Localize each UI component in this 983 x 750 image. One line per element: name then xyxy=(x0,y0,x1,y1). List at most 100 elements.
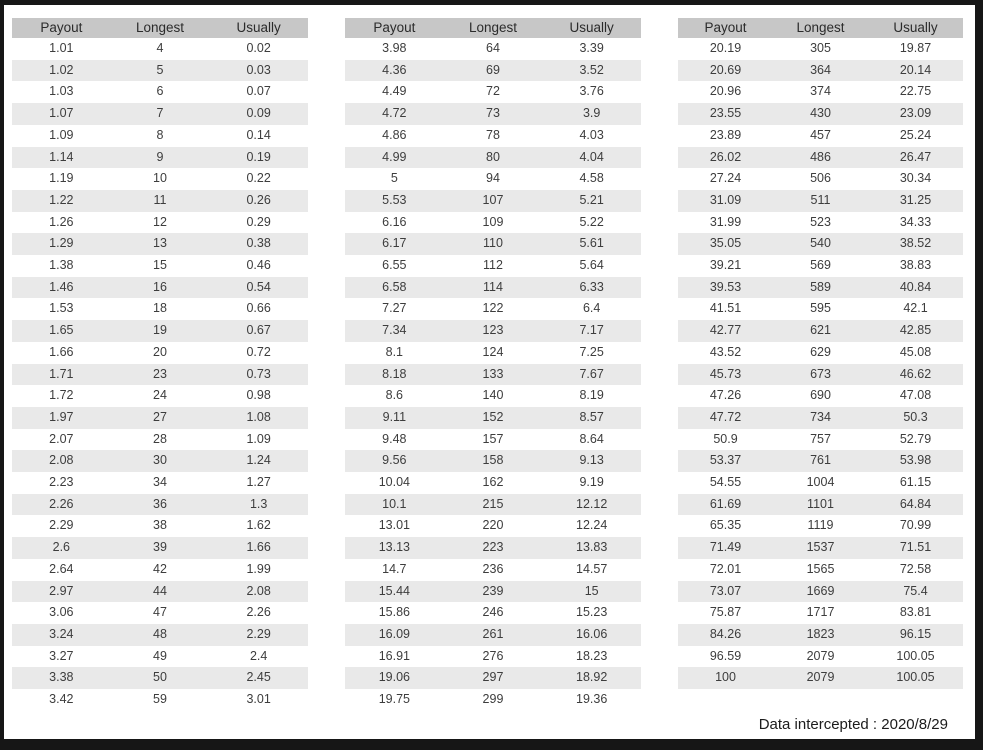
table-cell: 31.99 xyxy=(709,214,742,229)
table-cell: 31.25 xyxy=(868,189,963,212)
table-cell: 35.05 xyxy=(678,233,773,256)
table-cell: 690 xyxy=(810,388,831,403)
table-cell: 5.21 xyxy=(542,189,641,212)
table-cell: 100 xyxy=(678,667,773,690)
table-cell: 16.91 xyxy=(378,648,410,663)
table-row: 1.72 24 0.98 xyxy=(12,385,308,407)
table-cell: 47 xyxy=(153,605,167,620)
table-cell: 39.53 xyxy=(678,276,773,299)
table-cell: 61.69 xyxy=(678,493,773,516)
table-cell: 276 xyxy=(482,648,504,663)
table-cell: 36 xyxy=(110,493,210,516)
table-cell: 18.92 xyxy=(542,667,641,690)
table-cell: 1.66 xyxy=(49,344,74,359)
table-cell: 50 xyxy=(110,667,210,690)
table-header: Payout Longest Usually xyxy=(678,18,963,38)
table-cell: 1717 xyxy=(806,605,835,620)
table-cell: 49 xyxy=(153,648,167,663)
table-row: 3.42 59 3.01 xyxy=(12,689,308,711)
table-cell: 511 xyxy=(773,189,868,212)
table-cell: 1669 xyxy=(773,580,868,603)
table-cell: 1.97 xyxy=(12,406,111,429)
table-row: 54.55 1004 61.15 xyxy=(678,472,963,494)
table-cell: 109 xyxy=(482,214,504,229)
table-cell: 73.07 xyxy=(678,580,773,603)
table-row: 19.06 297 18.92 xyxy=(345,667,641,690)
table-row: 6.55 112 5.64 xyxy=(345,255,641,277)
table-cell: 6.16 xyxy=(382,214,407,229)
table-cell: 22.75 xyxy=(899,84,932,99)
table-row: 15.44 239 15 xyxy=(345,580,641,603)
table-row: 4.86 78 4.03 xyxy=(345,125,641,147)
table-row: 53.37 761 53.98 xyxy=(678,450,963,473)
table-cell: 2079 xyxy=(806,648,835,663)
table-cell: 1.66 xyxy=(209,537,308,559)
table-cell: 1.02 xyxy=(12,59,111,82)
table-cell: 52.79 xyxy=(899,431,932,446)
table-cell: 54.55 xyxy=(709,475,742,490)
table-row: 43.52 629 45.08 xyxy=(678,342,963,364)
table-cell: 0.54 xyxy=(209,276,308,299)
table-cell: 42.85 xyxy=(868,320,963,342)
table-row: 72.01 1565 72.58 xyxy=(678,559,963,581)
table-cell: 8.1 xyxy=(385,344,404,359)
table-row: 8.6 140 8.19 xyxy=(345,385,641,407)
table-cell: 3.24 xyxy=(12,623,111,646)
table-cell: 364 xyxy=(773,59,868,82)
table-cell: 1.53 xyxy=(49,301,74,316)
table-header: Payout Longest Usually xyxy=(345,18,641,38)
table-row: 2.97 44 2.08 xyxy=(12,580,308,603)
table-cell: 1.26 xyxy=(49,214,74,229)
table-cell: 2.26 xyxy=(12,493,111,516)
table-row: 2.64 42 1.99 xyxy=(12,559,308,581)
table-cell: 25.24 xyxy=(899,127,932,142)
table-row: 2.29 38 1.62 xyxy=(12,515,308,537)
table-cell: 757 xyxy=(810,431,831,446)
table-cell: 0.29 xyxy=(246,214,271,229)
table-cell: 3.39 xyxy=(579,41,604,55)
table-cell: 9.56 xyxy=(345,450,444,473)
table-cell: 20.19 xyxy=(709,41,742,55)
payout-table-3: Payout Longest Usually 20.19 305 19.87 20.69 3… xyxy=(678,18,963,690)
table-cell: 10.1 xyxy=(345,493,444,516)
table-cell: 23.09 xyxy=(868,103,963,125)
table-row: 20.96 374 22.75 xyxy=(678,81,963,103)
table-cell: 84.26 xyxy=(678,623,773,646)
table-cell: 2.29 xyxy=(49,518,74,533)
table-cell: 5 xyxy=(390,171,398,186)
table-cell: 47.72 xyxy=(678,406,773,429)
table-cell: 19.36 xyxy=(576,692,608,707)
table-cell: 16 xyxy=(110,276,210,299)
column-header: Payout xyxy=(345,18,444,38)
table-cell: 5.53 xyxy=(345,189,444,212)
table-cell: 486 xyxy=(773,146,868,169)
table-cell: 3.06 xyxy=(49,605,74,620)
table-cell: 1.46 xyxy=(12,276,111,299)
table-cell: 0.26 xyxy=(209,189,308,212)
table-cell: 589 xyxy=(773,276,868,299)
table-cell: 629 xyxy=(810,344,831,359)
table-cell: 15.44 xyxy=(345,580,444,603)
table-cell: 9.19 xyxy=(579,475,604,490)
table-cell: 3.76 xyxy=(579,84,604,99)
table-row: 47.26 690 47.08 xyxy=(678,385,963,407)
table-row: 96.59 2079 100.05 xyxy=(678,646,963,668)
table-cell: 65.35 xyxy=(709,518,742,533)
table-cell: 15 xyxy=(153,258,167,273)
table-row: 4.36 69 3.52 xyxy=(345,59,641,82)
table-row: 4.99 80 4.04 xyxy=(345,146,641,169)
table-cell: 9.11 xyxy=(345,406,444,429)
table-row: 1.46 16 0.54 xyxy=(12,276,308,299)
table-cell: 23.55 xyxy=(678,103,773,125)
table-cell: 4.49 xyxy=(382,84,407,99)
table-cell: 261 xyxy=(443,623,543,646)
table-cell: 110 xyxy=(443,233,543,256)
table-cell: 70.99 xyxy=(899,518,932,533)
table-cell: 7.34 xyxy=(345,320,444,342)
table-cell: 13.13 xyxy=(345,537,444,559)
table-cell: 6.58 xyxy=(345,276,444,299)
table-cell: 4.58 xyxy=(579,171,604,186)
table-row: 3.98 64 3.39 xyxy=(345,38,641,60)
table-cell: 41.51 xyxy=(709,301,742,316)
table-cell: 734 xyxy=(773,406,868,429)
